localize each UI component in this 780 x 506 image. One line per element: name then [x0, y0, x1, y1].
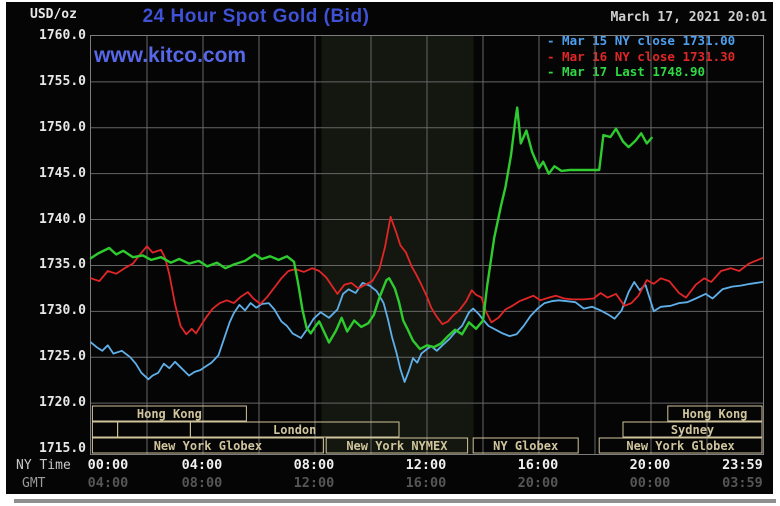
session-label: London	[273, 423, 316, 437]
ny-time-axis-label: NY Time	[16, 458, 71, 473]
y-tick-label: 1755.0	[39, 73, 86, 89]
session-label: Hong Kong	[137, 407, 202, 421]
session-label: New York Globex	[154, 439, 262, 453]
nymex-session-band	[321, 36, 474, 454]
gold-chart-panel: USD/oz 24 Hour Spot Gold (Bid) March 17,…	[6, 2, 773, 494]
legend-item: - Mar 15 NY close 1731.00	[547, 33, 736, 48]
y-tick-label: 1730.0	[39, 303, 86, 319]
gmt-tick: 03:59	[722, 475, 763, 491]
y-tick-label: 1735.0	[39, 257, 86, 273]
session-label: Hong Kong	[682, 407, 747, 421]
y-tick-label: 1740.0	[39, 211, 86, 227]
y-tick-label: 1720.0	[39, 395, 86, 411]
y-tick-label: 1725.0	[39, 349, 86, 365]
session-box	[91, 421, 119, 438]
price-line	[90, 281, 764, 383]
session-label: Sydney	[671, 423, 714, 437]
session-box	[622, 421, 763, 438]
session-label: New York Globex	[626, 439, 734, 453]
ny-time-tick: 20:00	[629, 457, 671, 473]
session-box	[189, 421, 400, 438]
gmt-tick: 08:00	[181, 475, 223, 491]
y-tick-label: 1750.0	[39, 119, 86, 135]
gmt-tick: 20:00	[517, 475, 559, 491]
ny-time-tick: 08:00	[293, 457, 335, 473]
gmt-tick: 16:00	[405, 475, 447, 491]
plot-canvas: Hong Kong Hong Kong London Sydney New York G…	[89, 36, 764, 454]
ny-time-tick: 04:00	[181, 457, 223, 473]
legend-item: - Mar 16 NY close 1731.30	[547, 48, 736, 64]
ny-time-tick: 12:00	[405, 457, 447, 473]
ny-time-tick: 23:59	[722, 457, 763, 473]
session-box	[325, 437, 469, 454]
session-box	[91, 437, 324, 454]
session-box	[472, 437, 579, 454]
session-box	[117, 421, 191, 438]
session-box	[91, 405, 247, 422]
session-box	[667, 405, 763, 422]
legend: - Mar 15 NY close 1731.00- Mar 16 NY clo…	[547, 33, 735, 80]
page-title: 24 Hour Spot Gold (Bid)	[142, 6, 370, 27]
y-tick-label: 1715.0	[39, 441, 86, 456]
gmt-tick: 00:00	[629, 475, 671, 491]
price-line	[90, 215, 764, 336]
legend-item: - Mar 17 Last 1748.90	[547, 64, 706, 79]
y-tick-label: 1760.0	[39, 28, 86, 43]
ny-time-tick: 00:00	[87, 457, 129, 473]
plot-area: Hong Kong Hong Kong London Sydney New York G…	[89, 35, 764, 455]
session-box	[598, 437, 763, 454]
session-label: New York NYMEX	[346, 439, 448, 453]
chart-timestamp: March 17, 2021 20:01	[610, 10, 767, 25]
price-line	[89, 106, 653, 351]
gmt-axis-label: GMT	[22, 476, 46, 491]
kitco-watermark: www.kitco.com	[94, 44, 247, 67]
y-axis-unit-label: USD/oz	[30, 7, 77, 22]
ny-time-tick: 16:00	[517, 457, 559, 473]
image-bottom-shadow	[14, 499, 776, 503]
session-label: NY Globex	[493, 439, 558, 453]
y-tick-label: 1745.0	[39, 165, 86, 181]
gmt-tick: 12:00	[293, 475, 335, 491]
gmt-tick: 04:00	[87, 475, 129, 491]
